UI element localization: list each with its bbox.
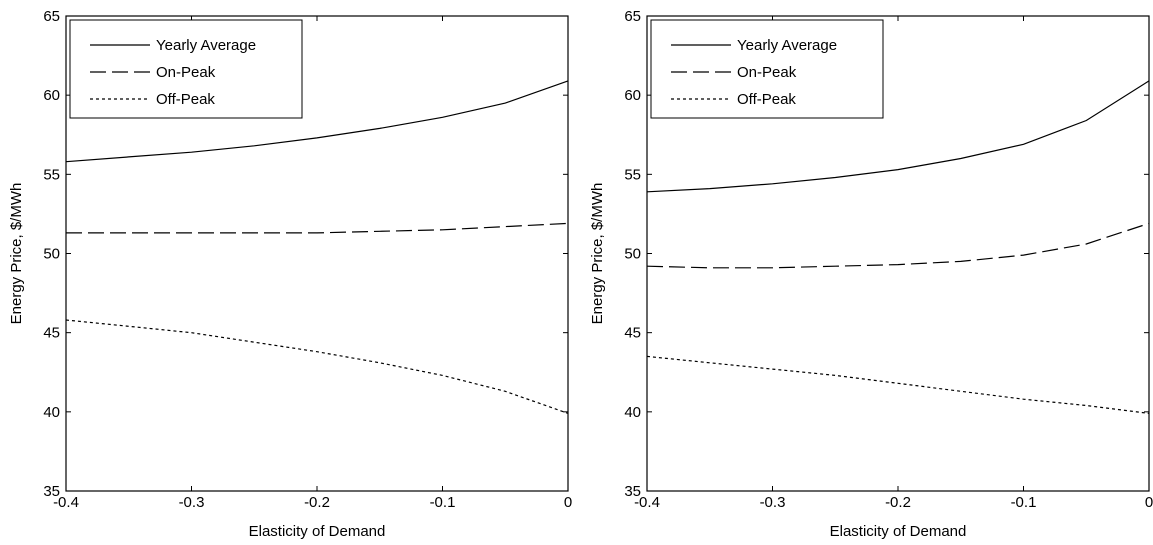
series-line-on-peak (66, 222, 569, 234)
series-line-yearly-average (646, 80, 1150, 193)
chart-panel-2: -0.4 -0.3 -0.2 -0.1 0 35 40 45 50 55 60 65 Elasticit… (589, 8, 1153, 540)
legend: Yearly Average On-Peak Off-Peak (69, 19, 303, 119)
x-tick-label: -0.1 (1011, 494, 1037, 511)
legend-label: On-Peak (156, 64, 216, 81)
x-tick-label: -0.3 (760, 494, 786, 511)
y-tick-label: 60 (43, 87, 60, 104)
x-tick-label: -0.1 (430, 494, 456, 511)
y-tick-label: 50 (43, 246, 60, 263)
y-tick-label: 50 (624, 246, 641, 263)
legend: Yearly Average On-Peak Off-Peak (650, 19, 884, 119)
y-tick-label: 45 (43, 325, 60, 342)
y-tick-label: 60 (624, 87, 641, 104)
y-tick-label: 55 (624, 166, 641, 183)
x-axis-title: Elasticity of Demand (249, 523, 386, 540)
y-tick-label: 40 (624, 404, 641, 421)
y-tick-label: 55 (43, 166, 60, 183)
y-axis-title: Energy Price, $/MWh (8, 183, 25, 325)
x-tick-label: -0.2 (304, 494, 330, 511)
x-tick-label: -0.4 (634, 494, 660, 511)
legend-box (650, 19, 884, 119)
legend-label: Off-Peak (737, 91, 796, 108)
x-tick-label: -0.4 (53, 494, 79, 511)
series-line-yearly-average (65, 80, 569, 163)
series-line-off-peak (646, 355, 1150, 414)
y-tick-label: 45 (624, 325, 641, 342)
y-tick-label: 35 (43, 483, 60, 500)
chart-panel-1: -0.4 -0.3 -0.2 -0.1 0 35 40 45 50 55 60 65 Elasticit… (8, 8, 572, 540)
legend-label: Off-Peak (156, 91, 215, 108)
x-tick-label: -0.2 (885, 494, 911, 511)
x-tick-label: 0 (1145, 494, 1153, 511)
legend-label: Yearly Average (737, 37, 837, 54)
x-axis-title: Elasticity of Demand (830, 523, 967, 540)
legend-box (69, 19, 303, 119)
y-tick-label: 65 (624, 8, 641, 25)
series-line-off-peak (65, 319, 569, 414)
legend-label: On-Peak (737, 64, 797, 81)
y-tick-label: 35 (624, 483, 641, 500)
y-tick-label: 40 (43, 404, 60, 421)
series-line-on-peak (646, 222, 1150, 269)
x-tick-label: -0.3 (179, 494, 205, 511)
y-axis-title: Energy Price, $/MWh (589, 183, 606, 325)
x-tick-label: 0 (564, 494, 572, 511)
legend-label: Yearly Average (156, 37, 256, 54)
y-tick-label: 65 (43, 8, 60, 25)
